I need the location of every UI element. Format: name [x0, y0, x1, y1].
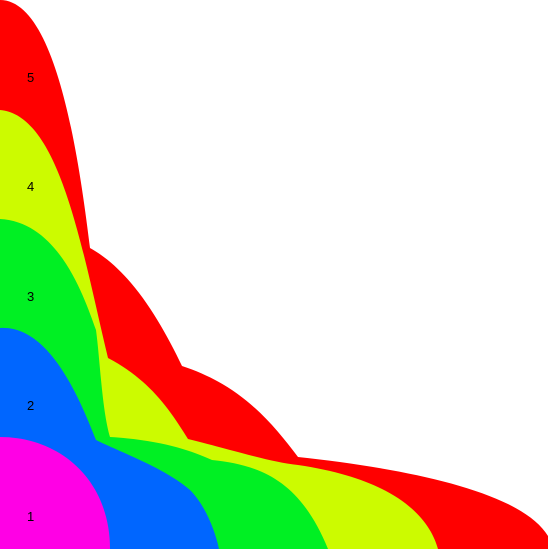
series-5-label: 5 — [27, 70, 34, 85]
series-labels: 1 2 3 4 5 — [27, 70, 34, 524]
series-4-label: 4 — [27, 179, 34, 194]
series-2-label: 2 — [27, 398, 34, 413]
series-3-label: 3 — [27, 289, 34, 304]
series-1-label: 1 — [27, 509, 34, 524]
series-1-shape — [0, 437, 110, 549]
